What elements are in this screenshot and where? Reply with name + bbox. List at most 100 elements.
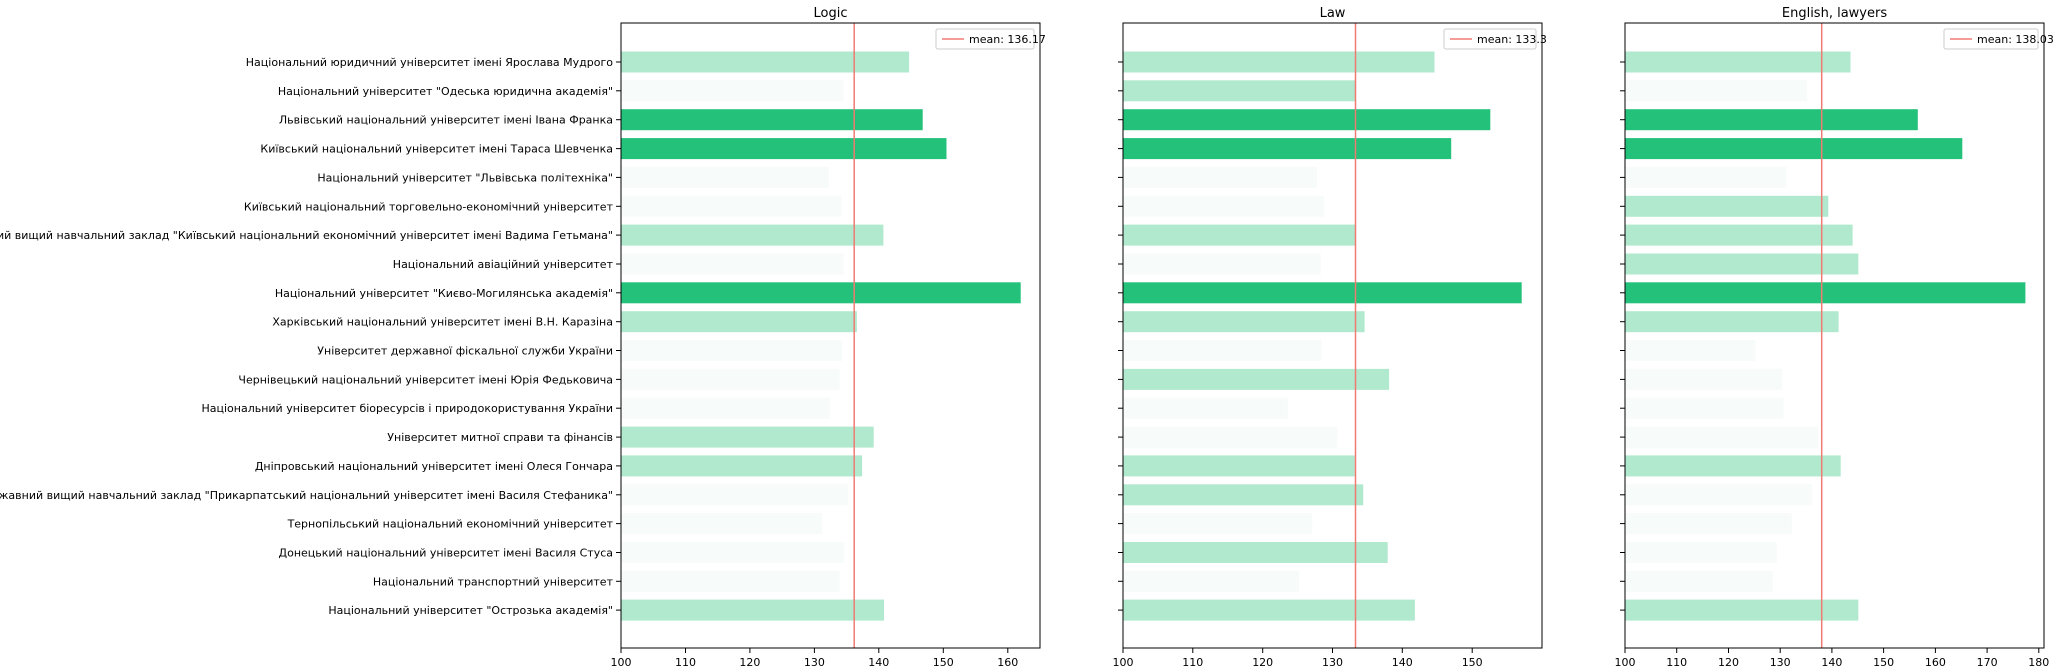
category-label: Тернопільський національний економічний … bbox=[287, 518, 614, 531]
category-label: Національний авіаційний університет bbox=[393, 258, 614, 271]
legend-box bbox=[1943, 28, 2039, 50]
x-tick-label: 130 bbox=[804, 656, 825, 669]
bar bbox=[621, 368, 840, 390]
bar bbox=[1625, 340, 1756, 361]
bar bbox=[621, 253, 844, 275]
category-label: Національний транспортний університет bbox=[373, 575, 614, 588]
bar bbox=[1123, 138, 1452, 160]
bar bbox=[1625, 455, 1841, 477]
bar bbox=[1625, 542, 1777, 563]
chart-panel-1: Logic 100 110 120 130 140 150 160 Національний ю… bbox=[0, 6, 1046, 669]
bar bbox=[621, 340, 843, 361]
bar bbox=[1123, 80, 1356, 102]
bar bbox=[1123, 397, 1288, 419]
x-tick-label: 130 bbox=[1770, 656, 1791, 669]
bar bbox=[1625, 224, 1853, 246]
bar bbox=[621, 80, 844, 102]
bar bbox=[1123, 426, 1338, 448]
category-label: Чернівецький національний університет ім… bbox=[238, 373, 613, 386]
category-label: Національний університет "Львівська полі… bbox=[317, 171, 613, 184]
bar bbox=[1123, 484, 1364, 506]
bar bbox=[1625, 253, 1859, 275]
bar bbox=[1625, 484, 1812, 506]
x-tick-label: 160 bbox=[997, 656, 1018, 669]
bar bbox=[621, 599, 884, 621]
x-tick-label: 120 bbox=[739, 656, 760, 669]
x-tick-label: 140 bbox=[1392, 656, 1413, 669]
category-label: Університет державної фіскальної служби … bbox=[317, 345, 613, 358]
category-label: Київський національний університет імені… bbox=[260, 143, 613, 156]
x-tick-label: 110 bbox=[675, 656, 696, 669]
category-label: Київський національний торговельно-еконо… bbox=[244, 200, 614, 213]
legend: mean: 136.17 bbox=[935, 28, 1046, 50]
bar bbox=[1625, 397, 1784, 419]
category-label: Львівський національний університет імен… bbox=[279, 114, 613, 127]
bar bbox=[621, 311, 857, 333]
category-label: Дніпровський національний університет ім… bbox=[255, 460, 613, 473]
x-tick-label: 120 bbox=[1718, 656, 1739, 669]
bar bbox=[1625, 599, 1859, 621]
bar bbox=[1123, 166, 1318, 188]
legend-box bbox=[1443, 28, 1537, 50]
x-tick-label: 150 bbox=[1462, 656, 1483, 669]
category-label: Харківський національний університет іме… bbox=[272, 316, 613, 329]
panel-title: English, lawyers bbox=[1782, 6, 1887, 21]
plot-frame bbox=[1624, 22, 2045, 649]
bar bbox=[621, 224, 884, 246]
bar bbox=[1625, 513, 1792, 535]
x-tick-label: 130 bbox=[1322, 656, 1343, 669]
x-tick-label: 150 bbox=[1873, 656, 1894, 669]
bar bbox=[1625, 195, 1829, 217]
category-label: Державний вищий навчальний заклад "Прика… bbox=[0, 489, 613, 502]
bar bbox=[1625, 311, 1839, 333]
bar bbox=[621, 195, 842, 217]
plot-frame bbox=[620, 22, 1041, 649]
category-label: Державний вищий навчальний заклад "Київс… bbox=[0, 229, 613, 242]
bar bbox=[1625, 368, 1783, 390]
legend-box bbox=[935, 28, 1035, 50]
legend: mean: 138.03 bbox=[1943, 28, 2054, 50]
legend-label: mean: 138.03 bbox=[1977, 33, 2054, 46]
bar bbox=[1123, 455, 1355, 477]
bar bbox=[1625, 166, 1787, 188]
category-label: Національний університет біоресурсів і п… bbox=[201, 402, 613, 415]
bar bbox=[1123, 570, 1299, 592]
x-tick-label: 100 bbox=[1615, 656, 1636, 669]
bar bbox=[621, 282, 1021, 304]
x-tick-label: 140 bbox=[868, 656, 889, 669]
category-label: Університет митної справи та фінансів bbox=[387, 431, 613, 444]
bar bbox=[1123, 311, 1365, 333]
category-label: Національний університет "Одеська юридич… bbox=[278, 85, 613, 98]
x-tick-label: 110 bbox=[1666, 656, 1687, 669]
bar bbox=[621, 166, 829, 188]
x-tick-label: 140 bbox=[1821, 656, 1842, 669]
bar bbox=[1123, 513, 1313, 535]
chart-panel-2: Law 100 110 120 130 140 150 mean: 133.3 bbox=[1113, 6, 1547, 669]
bar bbox=[1123, 195, 1325, 217]
x-tick-label: 160 bbox=[1925, 656, 1946, 669]
legend-label: mean: 133.3 bbox=[1477, 33, 1547, 46]
bar bbox=[1625, 282, 2026, 304]
bar bbox=[1123, 542, 1388, 563]
x-tick-label: 100 bbox=[611, 656, 632, 669]
x-tick-label: 120 bbox=[1252, 656, 1273, 669]
bar bbox=[1123, 599, 1415, 621]
bar bbox=[621, 51, 910, 73]
panel-title: Logic bbox=[814, 6, 848, 21]
bar bbox=[1123, 109, 1491, 131]
bar bbox=[1123, 340, 1322, 361]
bar bbox=[1625, 426, 1818, 448]
category-label: Національний університет "Києво-Могилянс… bbox=[275, 287, 613, 300]
bar bbox=[621, 455, 863, 477]
bar bbox=[621, 542, 844, 563]
bar bbox=[621, 570, 840, 592]
bar bbox=[621, 109, 923, 131]
bar bbox=[1123, 51, 1435, 73]
legend-label: mean: 136.17 bbox=[969, 33, 1046, 46]
bar bbox=[621, 138, 947, 160]
legend: mean: 133.3 bbox=[1443, 28, 1547, 50]
category-label: Донецький національний університет імені… bbox=[279, 547, 613, 560]
bar bbox=[1123, 224, 1356, 246]
